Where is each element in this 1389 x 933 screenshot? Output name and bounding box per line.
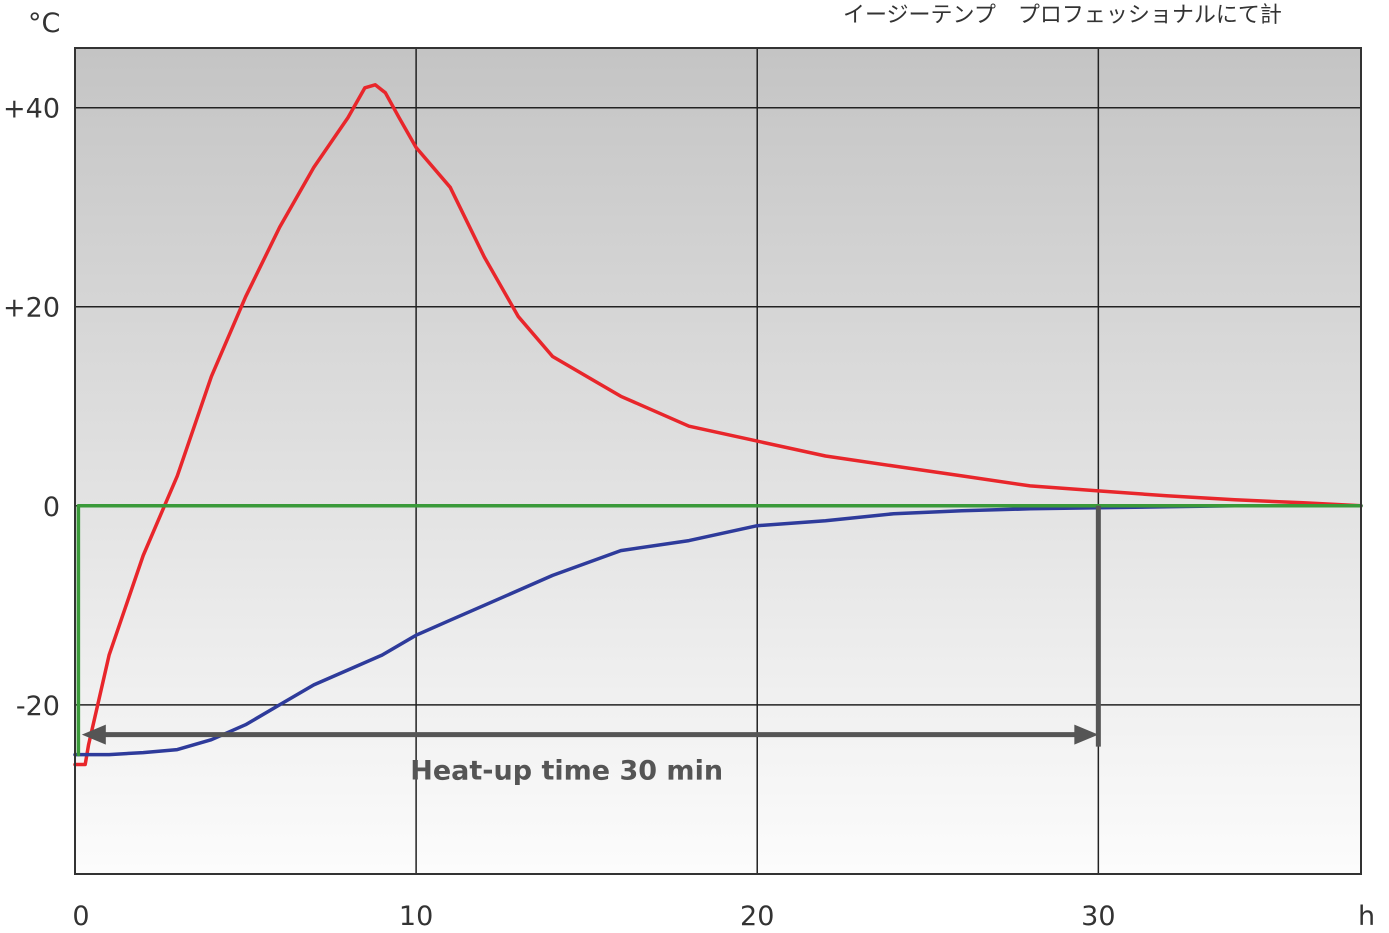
- x-tick-label: 10: [399, 901, 433, 932]
- x-tick-label: 0: [72, 901, 89, 932]
- y-tick-label: +20: [3, 293, 60, 324]
- y-axis-unit: °C: [28, 8, 60, 39]
- x-axis-ticks: 0 10 20 30: [72, 901, 1115, 932]
- heat-up-label: Heat-up time 30 min: [410, 756, 723, 787]
- heat-up-arrow-head-left: [81, 724, 106, 745]
- header-note: イージーテンプ プロフェッショナルにて計: [843, 3, 1282, 28]
- x-tick-label: 30: [1081, 901, 1115, 932]
- x-axis-unit: h: [1358, 901, 1375, 932]
- series-lines: [73, 83, 1363, 767]
- y-axis-ticks: +40 +20 0 -20: [3, 94, 60, 722]
- y-tick-label: +40: [3, 94, 60, 125]
- x-tick-label: 20: [740, 901, 774, 932]
- heat-up-annotation: Heat-up time 30 min: [81, 505, 1101, 787]
- series-line: [73, 504, 1363, 757]
- plot-background: [75, 48, 1361, 874]
- series-line: [73, 83, 1363, 767]
- plot-border: [74, 47, 1362, 875]
- y-tick-label: 0: [43, 492, 60, 523]
- series-line: [76, 504, 1363, 757]
- heat-up-arrow-head-right: [1074, 724, 1099, 745]
- y-tick-label: -20: [16, 691, 60, 722]
